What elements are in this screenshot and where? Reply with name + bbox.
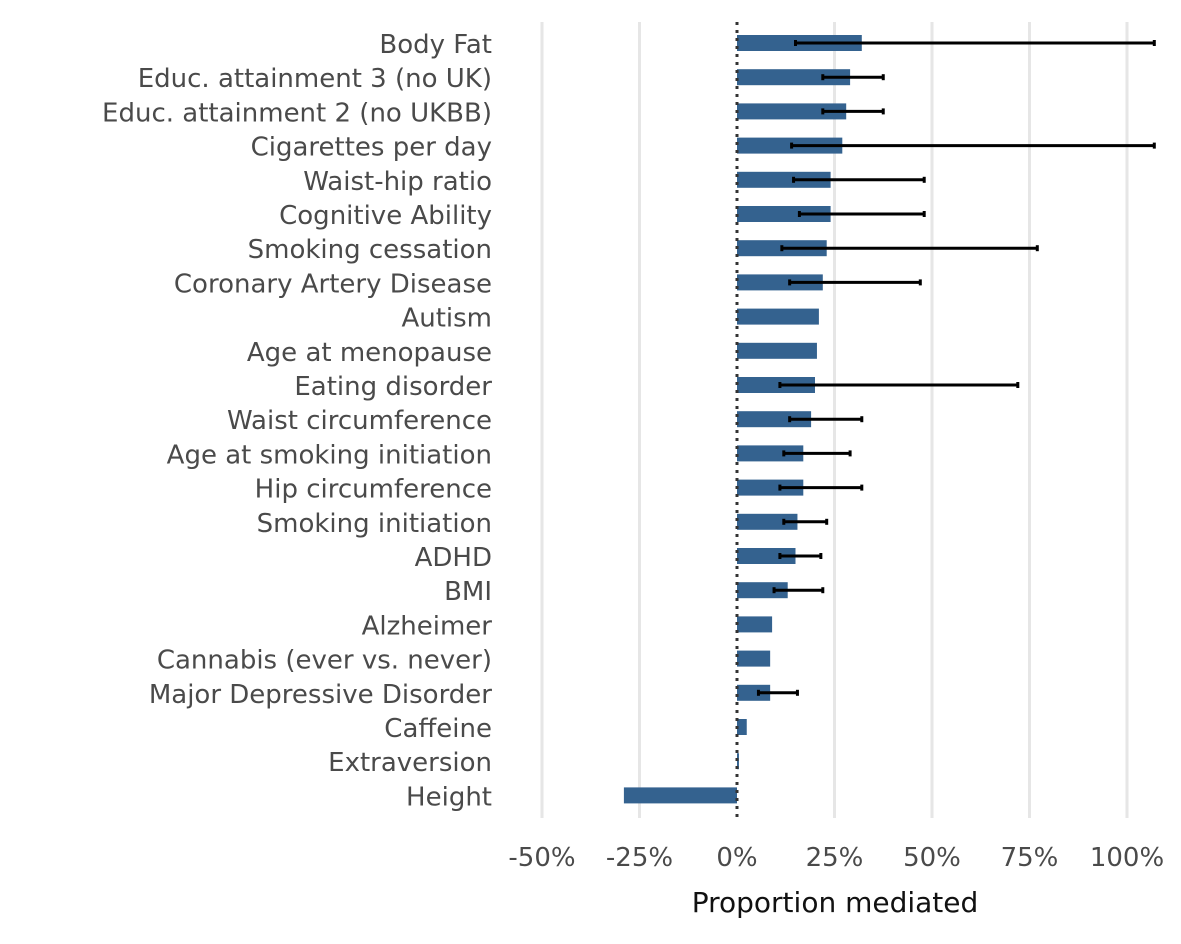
errorbar-19 bbox=[756, 689, 799, 696]
category-label-2: Educ. attainment 2 (no UKBB) bbox=[102, 98, 492, 128]
bar-layer bbox=[623, 35, 862, 804]
x-tick-label-5: 75% bbox=[1001, 843, 1059, 873]
category-label-3: Cigarettes per day bbox=[251, 133, 492, 163]
x-tick-label-6: 100% bbox=[1090, 843, 1164, 873]
errorbar-3 bbox=[790, 142, 1156, 149]
x-axis-title: Proportion mediated bbox=[692, 886, 979, 919]
category-label-12: Age at smoking initiation bbox=[167, 440, 492, 470]
errorbar-7 bbox=[788, 279, 922, 286]
bar-9 bbox=[737, 342, 817, 359]
x-tick-label-0: -50% bbox=[508, 843, 575, 873]
errorbar-layer bbox=[756, 40, 1156, 696]
category-label-8: Autism bbox=[401, 304, 492, 334]
errorbar-0 bbox=[794, 40, 1156, 46]
bar-11 bbox=[737, 411, 812, 428]
errorbar-15 bbox=[778, 553, 823, 559]
bar-10 bbox=[737, 377, 815, 393]
errorbar-13 bbox=[778, 484, 864, 491]
x-tick-label-1: -25% bbox=[606, 843, 673, 873]
x-tick-label-3: 25% bbox=[806, 843, 864, 873]
x-tick-label-2: 0% bbox=[716, 843, 757, 873]
category-label-22: Height bbox=[406, 782, 492, 812]
category-label-1: Educ. attainment 3 (no UK) bbox=[138, 64, 492, 94]
category-label-5: Cognitive Ability bbox=[279, 201, 492, 231]
errorbar-5 bbox=[797, 211, 926, 217]
category-label-16: BMI bbox=[444, 577, 492, 607]
bar-20 bbox=[737, 719, 747, 735]
category-label-21: Extraversion bbox=[328, 748, 492, 778]
errorbar-12 bbox=[782, 450, 852, 457]
bar-7 bbox=[737, 274, 823, 291]
x-tick-label-4: 50% bbox=[903, 843, 961, 873]
category-label-20: Caffeine bbox=[384, 714, 492, 744]
bar-3 bbox=[737, 137, 843, 154]
errorbar-10 bbox=[778, 382, 1020, 388]
category-label-9: Age at menopause bbox=[247, 338, 492, 368]
errorbar-2 bbox=[821, 108, 885, 115]
bar-14 bbox=[737, 513, 798, 530]
bar-13 bbox=[737, 479, 804, 496]
category-label-15: ADHD bbox=[415, 543, 492, 573]
category-label-7: Coronary Artery Disease bbox=[174, 269, 492, 299]
errorbar-16 bbox=[772, 587, 825, 594]
bar-8 bbox=[737, 308, 819, 325]
category-label-layer: Body Fat Educ. attainment 3 (no UK) Educ. … bbox=[102, 30, 492, 812]
errorbar-6 bbox=[780, 245, 1039, 252]
category-label-0: Body Fat bbox=[379, 30, 492, 60]
bar-18 bbox=[737, 650, 771, 667]
category-label-4: Waist-hip ratio bbox=[303, 167, 492, 197]
bar-4 bbox=[737, 171, 831, 188]
errorbar-1 bbox=[821, 74, 885, 81]
category-label-11: Waist circumference bbox=[227, 406, 492, 436]
errorbar-14 bbox=[782, 518, 829, 525]
category-label-10: Eating disorder bbox=[294, 372, 492, 402]
category-label-19: Major Depressive Disorder bbox=[149, 680, 492, 710]
errorbar-4 bbox=[792, 176, 926, 183]
category-label-17: Alzheimer bbox=[362, 611, 493, 641]
bar-1 bbox=[737, 69, 851, 86]
bar-15 bbox=[737, 548, 796, 564]
errorbar-11 bbox=[788, 416, 864, 423]
bar-16 bbox=[737, 582, 788, 599]
category-label-14: Smoking initiation bbox=[257, 509, 492, 539]
category-label-18: Cannabis (ever vs. never) bbox=[157, 646, 492, 676]
category-label-6: Smoking cessation bbox=[248, 235, 492, 265]
bar-19 bbox=[737, 684, 771, 701]
bar-22 bbox=[623, 787, 737, 804]
category-label-13: Hip circumference bbox=[255, 475, 492, 505]
bar-12 bbox=[737, 445, 804, 462]
bar-2 bbox=[737, 103, 847, 120]
bar-17 bbox=[737, 616, 773, 633]
tick-label-layer: -50% -25% 0% 25% 50% 75% 100% bbox=[508, 843, 1164, 873]
bar-5 bbox=[737, 206, 831, 222]
bar-21 bbox=[737, 753, 739, 770]
